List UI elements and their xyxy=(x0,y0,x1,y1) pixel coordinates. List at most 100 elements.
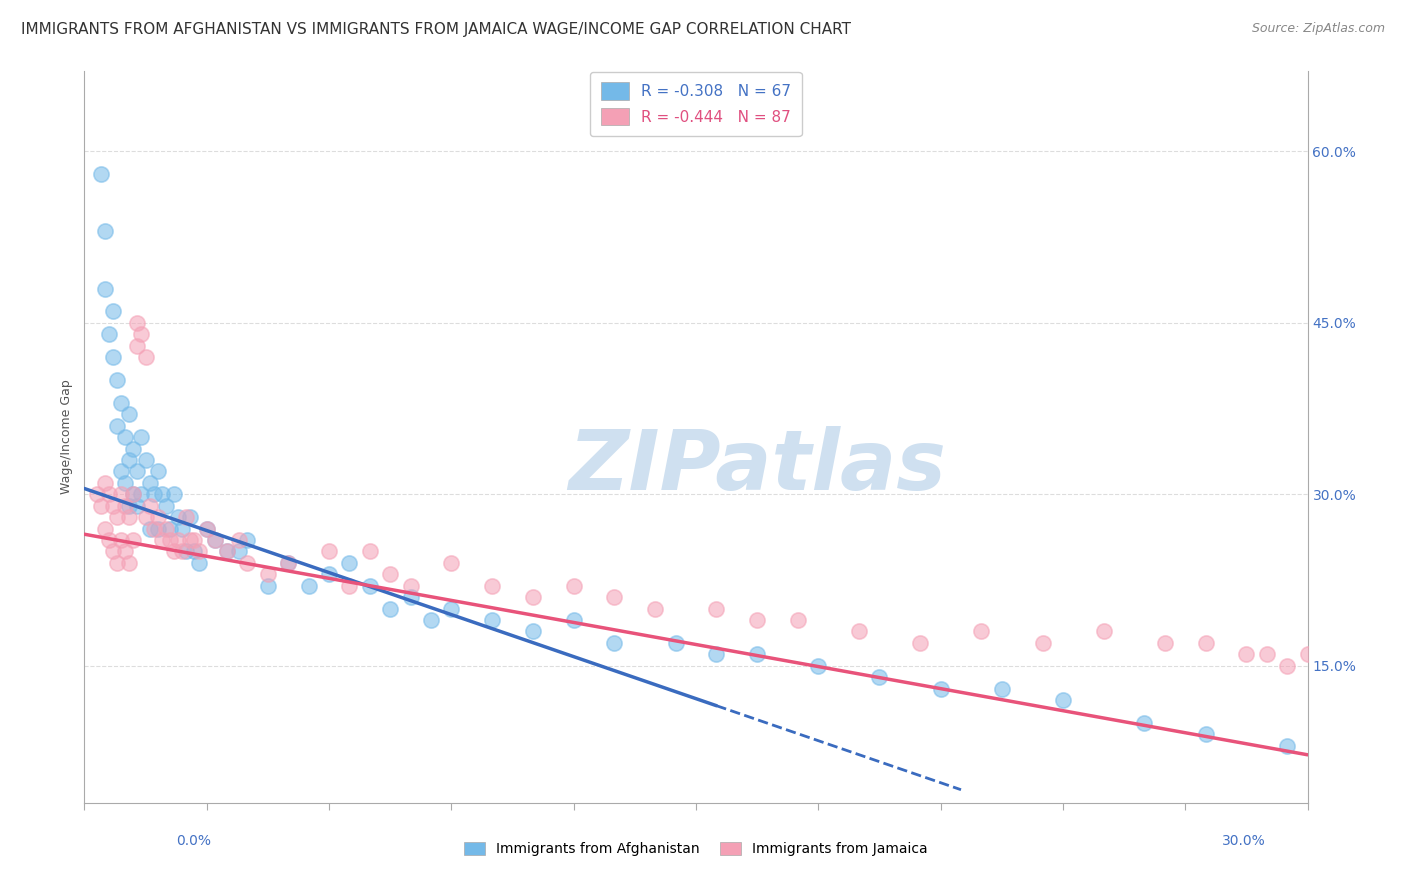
Point xyxy=(440,601,463,615)
Point xyxy=(195,521,218,535)
Point xyxy=(122,487,145,501)
Point xyxy=(1236,647,1258,661)
Point xyxy=(135,510,157,524)
Point xyxy=(118,556,141,570)
Point xyxy=(118,510,141,524)
Point xyxy=(257,567,280,582)
Point xyxy=(970,624,993,639)
Point xyxy=(339,579,361,593)
Point xyxy=(172,521,194,535)
Point xyxy=(522,624,544,639)
Point xyxy=(118,453,141,467)
Point xyxy=(399,579,422,593)
Point xyxy=(90,167,112,181)
Point xyxy=(522,590,544,604)
Text: 30.0%: 30.0% xyxy=(1222,834,1265,848)
Point xyxy=(603,636,626,650)
Point xyxy=(142,521,165,535)
Point xyxy=(122,533,145,547)
Point xyxy=(167,533,190,547)
Point xyxy=(562,613,585,627)
Point xyxy=(183,544,205,558)
Point xyxy=(131,430,153,444)
Point xyxy=(807,658,830,673)
Y-axis label: Wage/Income Gap: Wage/Income Gap xyxy=(59,380,73,494)
Point xyxy=(110,533,132,547)
Point xyxy=(420,613,443,627)
Point xyxy=(163,544,186,558)
Point xyxy=(105,373,128,387)
Point xyxy=(195,521,218,535)
Text: Source: ZipAtlas.com: Source: ZipAtlas.com xyxy=(1251,22,1385,36)
Point xyxy=(127,464,149,478)
Point xyxy=(187,544,209,558)
Point xyxy=(228,533,250,547)
Point xyxy=(298,579,321,593)
Point xyxy=(929,681,952,696)
Point xyxy=(127,499,149,513)
Point xyxy=(122,487,145,501)
Point xyxy=(1133,715,1156,730)
Point xyxy=(93,224,115,238)
Point xyxy=(217,544,239,558)
Point xyxy=(277,556,299,570)
Point xyxy=(101,350,124,364)
Point xyxy=(217,544,239,558)
Point xyxy=(440,556,463,570)
Point xyxy=(155,499,177,513)
Point xyxy=(359,579,381,593)
Point xyxy=(1277,658,1299,673)
Point xyxy=(110,464,132,478)
Point xyxy=(562,579,585,593)
Point xyxy=(277,556,299,570)
Point xyxy=(318,544,340,558)
Point xyxy=(644,601,666,615)
Point xyxy=(105,418,128,433)
Point xyxy=(122,442,145,456)
Point xyxy=(93,521,115,535)
Point xyxy=(665,636,688,650)
Point xyxy=(204,533,226,547)
Point xyxy=(399,590,422,604)
Point xyxy=(105,556,128,570)
Point xyxy=(138,499,160,513)
Point xyxy=(1195,636,1218,650)
Point xyxy=(127,316,149,330)
Point xyxy=(747,613,769,627)
Point xyxy=(481,613,503,627)
Point xyxy=(848,624,870,639)
Point xyxy=(174,544,197,558)
Point xyxy=(97,327,120,342)
Point xyxy=(706,601,728,615)
Point xyxy=(146,464,169,478)
Point xyxy=(1296,647,1319,661)
Text: ZIPatlas: ZIPatlas xyxy=(568,425,946,507)
Point xyxy=(138,475,160,490)
Point xyxy=(603,590,626,604)
Point xyxy=(155,521,177,535)
Point xyxy=(146,510,169,524)
Point xyxy=(1317,658,1340,673)
Point xyxy=(179,510,201,524)
Point xyxy=(131,327,153,342)
Point xyxy=(187,556,209,570)
Point xyxy=(228,544,250,558)
Point xyxy=(1329,658,1351,673)
Point xyxy=(706,647,728,661)
Point xyxy=(1032,636,1054,650)
Point xyxy=(1277,739,1299,753)
Point xyxy=(90,499,112,513)
Point xyxy=(1092,624,1115,639)
Point xyxy=(1195,727,1218,741)
Point xyxy=(118,499,141,513)
Point xyxy=(142,487,165,501)
Text: IMMIGRANTS FROM AFGHANISTAN VS IMMIGRANTS FROM JAMAICA WAGE/INCOME GAP CORRELATI: IMMIGRANTS FROM AFGHANISTAN VS IMMIGRANT… xyxy=(21,22,851,37)
Point xyxy=(167,510,190,524)
Text: 0.0%: 0.0% xyxy=(176,834,211,848)
Point xyxy=(105,510,128,524)
Point xyxy=(131,487,153,501)
Legend: Immigrants from Afghanistan, Immigrants from Jamaica: Immigrants from Afghanistan, Immigrants … xyxy=(458,837,934,862)
Point xyxy=(179,533,201,547)
Point xyxy=(1154,636,1177,650)
Point xyxy=(257,579,280,593)
